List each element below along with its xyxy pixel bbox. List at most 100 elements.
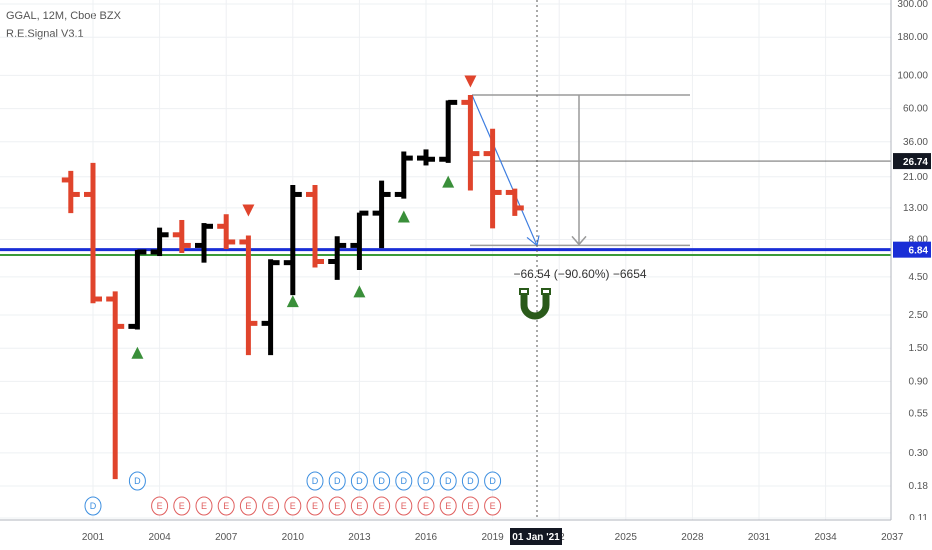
sell-signal-triangle	[464, 75, 477, 88]
dividend-marker-letter: D	[445, 476, 452, 486]
dividend-marker-letter: D	[356, 476, 363, 486]
earnings-marker[interactable]	[328, 496, 346, 516]
time-tick-label: 2037	[881, 532, 904, 543]
earnings-marker[interactable]	[217, 496, 235, 516]
measure-arrow-head	[571, 235, 587, 246]
buy-signal-triangle	[442, 175, 455, 188]
dividend-marker[interactable]	[306, 471, 324, 491]
time-axis[interactable]	[0, 520, 932, 550]
dividend-marker-letter: D	[401, 476, 408, 486]
price-tick-label: 21.00	[903, 172, 928, 183]
dividend-marker-letter: D	[489, 476, 496, 486]
crosshair-date-label: 01 Jan '21	[512, 532, 560, 543]
earnings-marker-letter: E	[490, 501, 496, 511]
dividend-marker[interactable]	[84, 496, 102, 516]
earnings-marker[interactable]	[306, 496, 324, 516]
earnings-marker-letter: E	[290, 501, 296, 511]
level-price-tag	[893, 241, 931, 258]
earnings-marker[interactable]	[373, 496, 391, 516]
dividend-marker-letter: D	[423, 476, 430, 486]
time-tick-label: 2034	[814, 532, 837, 543]
magnet-icon[interactable]	[520, 293, 550, 320]
level-price-value: 6.84	[909, 246, 929, 257]
earnings-marker-letter: E	[268, 501, 274, 511]
earnings-marker-letter: E	[157, 501, 163, 511]
earnings-marker[interactable]	[439, 496, 457, 516]
dividend-marker[interactable]	[461, 471, 479, 491]
earnings-marker-letter: E	[245, 501, 251, 511]
dividend-marker-letter: D	[134, 476, 141, 486]
earnings-marker[interactable]	[484, 496, 502, 516]
sell-signal-triangle	[242, 204, 255, 217]
earnings-marker[interactable]	[151, 496, 169, 516]
price-tick-label: 100.00	[897, 70, 928, 81]
price-tick-label: 0.11	[909, 513, 928, 524]
dividend-marker-letter: D	[90, 501, 97, 511]
dividend-marker-letter: D	[467, 476, 474, 486]
time-tick-label: 2004	[148, 532, 171, 543]
earnings-marker-letter: E	[179, 501, 185, 511]
buy-signal-triangle	[397, 210, 410, 223]
earnings-marker-letter: E	[379, 501, 385, 511]
time-tick-label: 2028	[681, 532, 704, 543]
earnings-marker[interactable]	[173, 496, 191, 516]
earnings-marker[interactable]	[395, 496, 413, 516]
earnings-marker[interactable]	[461, 496, 479, 516]
earnings-marker-letter: E	[356, 501, 362, 511]
price-axis[interactable]	[891, 0, 932, 550]
earnings-marker-letter: E	[423, 501, 429, 511]
buy-signal-triangle	[353, 285, 366, 298]
earnings-marker[interactable]	[284, 496, 302, 516]
magnet-pole-left	[519, 288, 529, 295]
measurement-label: −66.54 (−90.60%) −6654	[513, 267, 646, 281]
time-tick-label: 2025	[615, 532, 638, 543]
price-tick-label: 8.00	[909, 234, 929, 245]
price-tick-label: 13.00	[903, 203, 928, 214]
time-tick-label: 2001	[82, 532, 105, 543]
price-tick-label: 180.00	[897, 32, 928, 43]
dividend-marker[interactable]	[439, 471, 457, 491]
price-tick-label: 2.50	[909, 310, 929, 321]
dividend-marker[interactable]	[417, 471, 435, 491]
earnings-marker-letter: E	[201, 501, 207, 511]
dividend-marker[interactable]	[128, 471, 146, 491]
trend-arrow-line[interactable]	[471, 94, 538, 246]
time-tick-label: 2031	[748, 532, 771, 543]
price-tick-label: 0.18	[909, 481, 929, 492]
dividend-marker[interactable]	[328, 471, 346, 491]
earnings-marker[interactable]	[195, 496, 213, 516]
earnings-marker-letter: E	[223, 501, 229, 511]
earnings-marker-letter: E	[312, 501, 318, 511]
earnings-marker[interactable]	[262, 496, 280, 516]
time-tick-label: 2016	[415, 532, 438, 543]
price-tick-label: 0.30	[909, 448, 929, 459]
price-tick-label: 60.00	[903, 104, 928, 115]
chart-title: GGAL, 12M, Cboe BZX	[6, 10, 121, 22]
earnings-marker-letter: E	[445, 501, 451, 511]
earnings-marker[interactable]	[417, 496, 435, 516]
earnings-marker[interactable]	[239, 496, 257, 516]
buy-signal-triangle	[286, 295, 299, 308]
earnings-marker-letter: E	[334, 501, 340, 511]
current-price-value: 26.74	[903, 157, 928, 168]
dividend-marker-letter: D	[312, 476, 319, 486]
crosshair-date-tag	[510, 528, 562, 545]
price-tick-label: 4.50	[909, 272, 929, 283]
earnings-marker[interactable]	[350, 496, 368, 516]
time-tick-label: 2019	[481, 532, 504, 543]
price-tick-label: 0.90	[909, 376, 929, 387]
earnings-marker-letter: E	[401, 501, 407, 511]
time-tick-label: 2010	[282, 532, 305, 543]
dividend-marker[interactable]	[350, 471, 368, 491]
price-tick-label: 1.50	[909, 343, 929, 354]
dividend-marker[interactable]	[395, 471, 413, 491]
price-tick-label: 0.55	[909, 408, 929, 419]
dividend-marker[interactable]	[373, 471, 391, 491]
current-price-tag	[893, 153, 931, 170]
magnet-pole-right	[541, 288, 551, 295]
dividend-marker[interactable]	[484, 471, 502, 491]
price-tick-label: 36.00	[903, 137, 928, 148]
time-tick-label: 2007	[215, 532, 238, 543]
dividend-marker-letter: D	[334, 476, 341, 486]
